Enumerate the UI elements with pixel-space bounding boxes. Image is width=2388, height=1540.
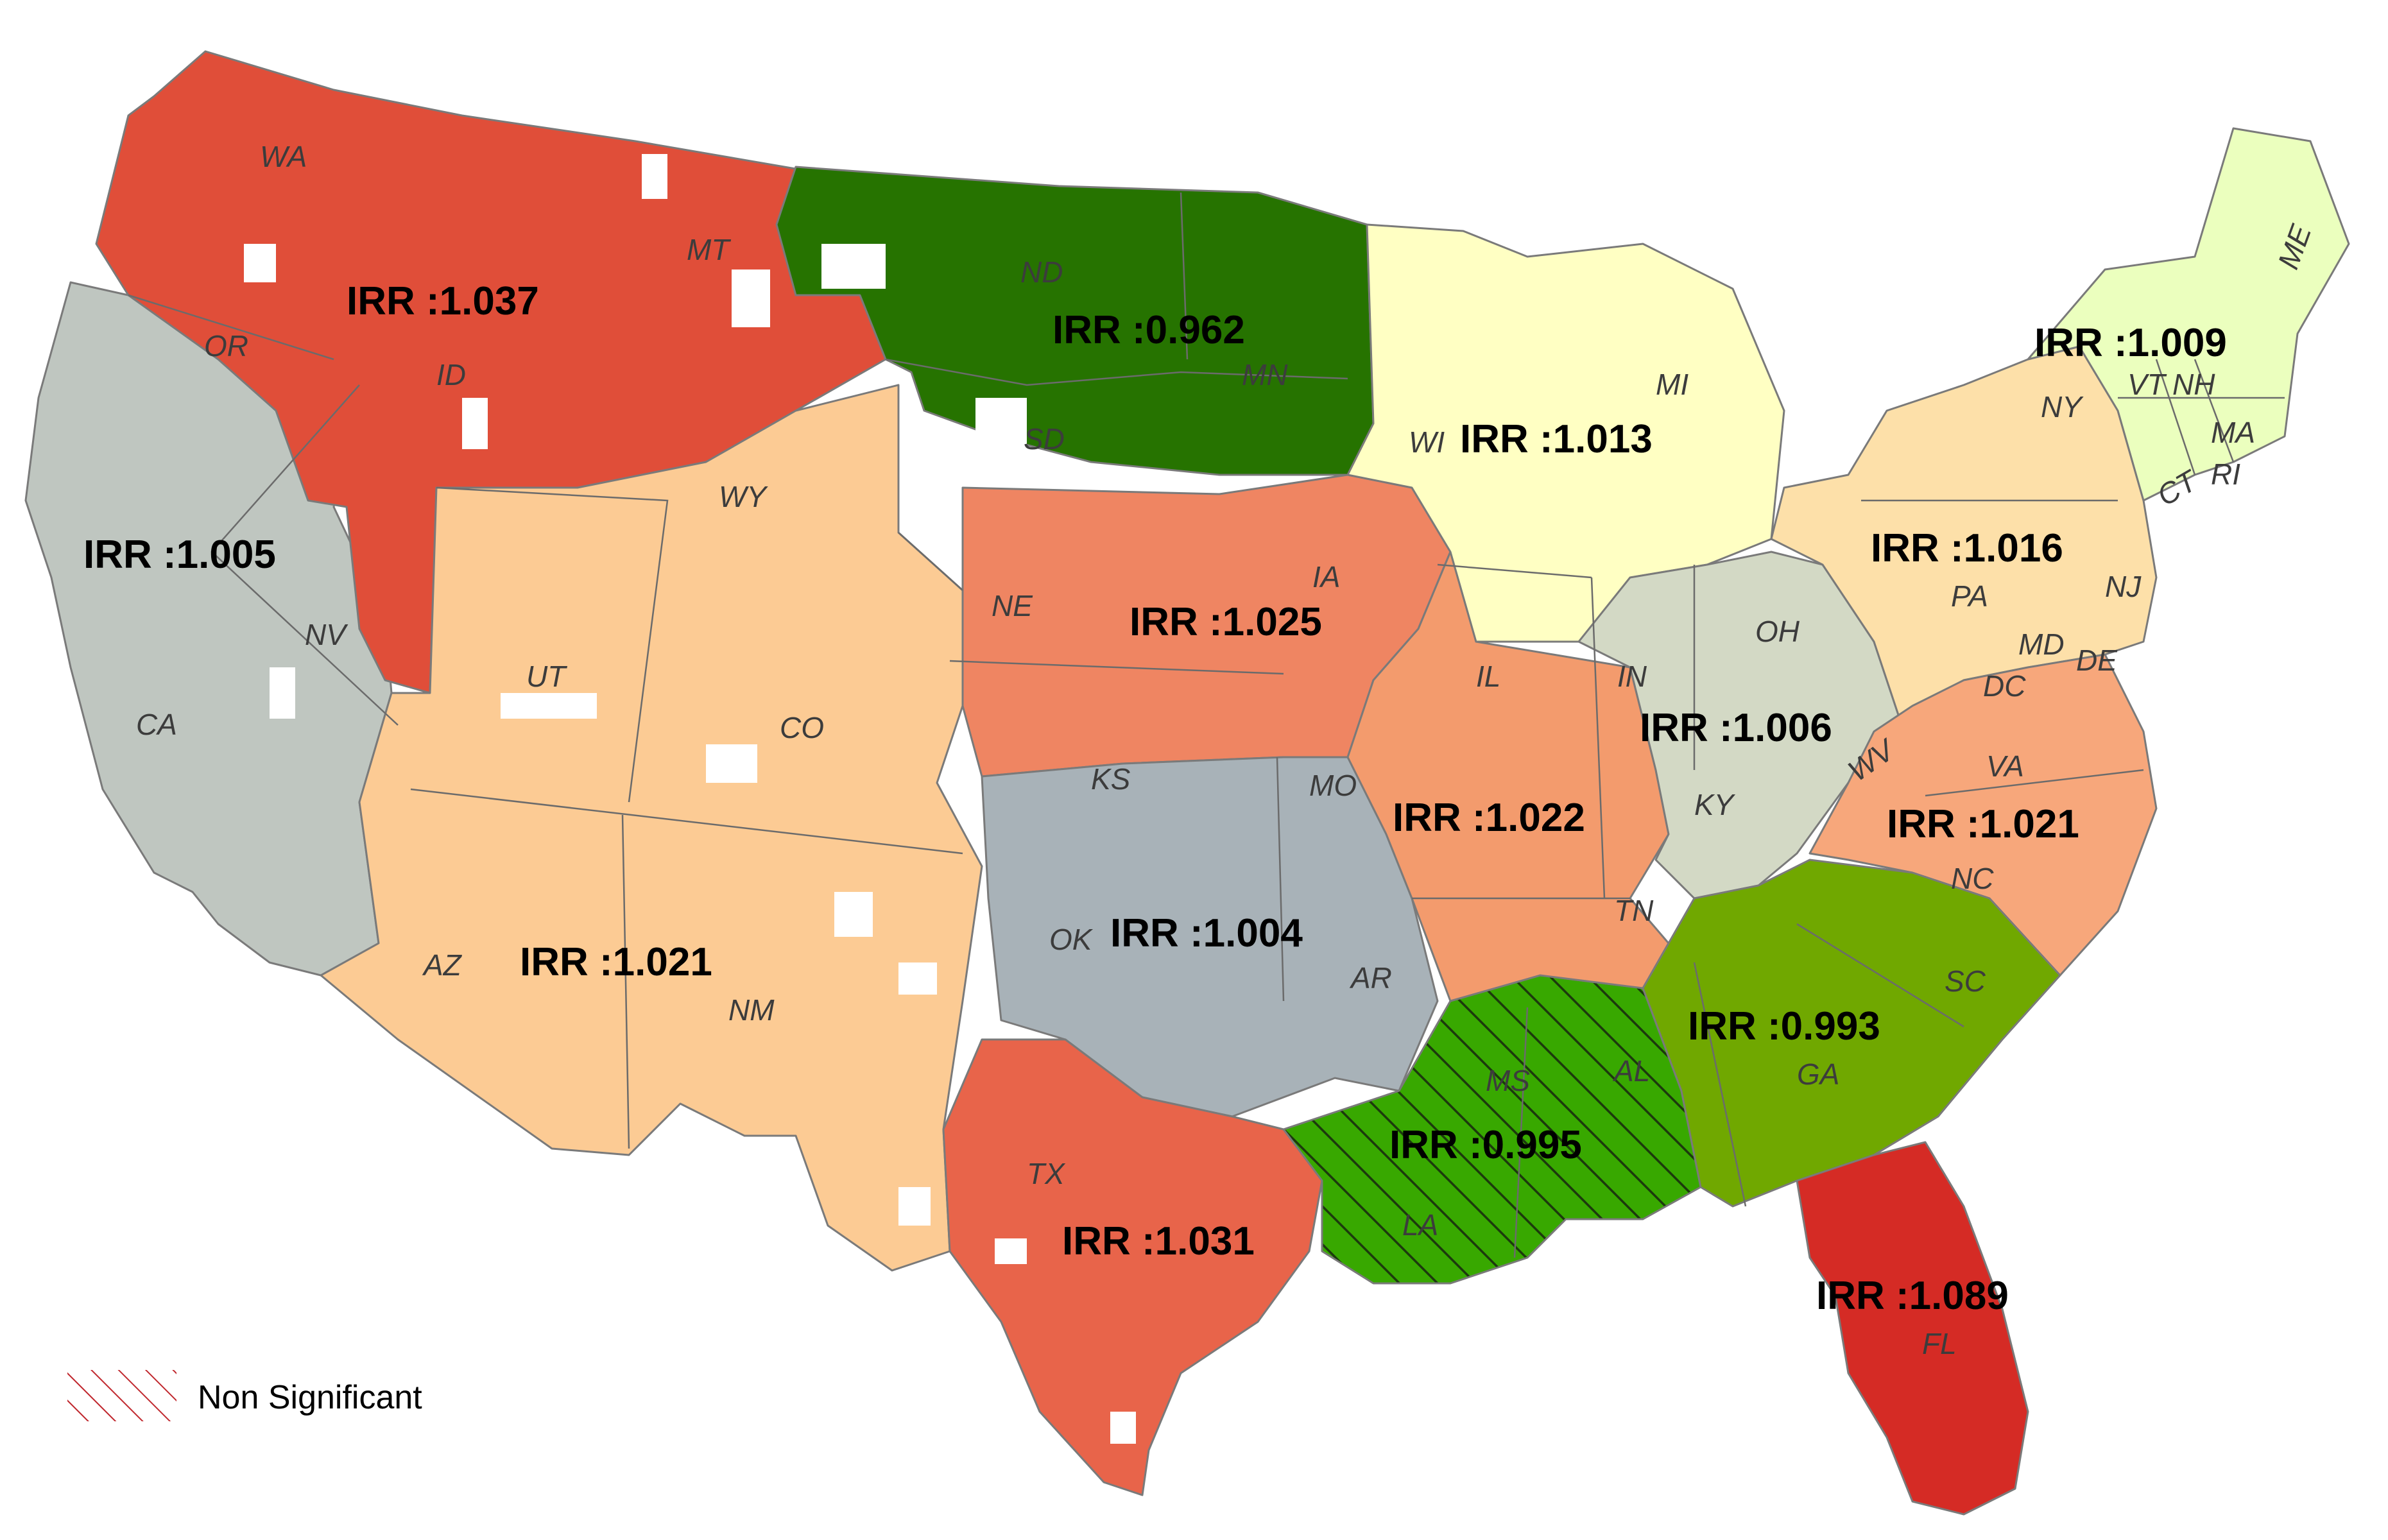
state-label-ma: MA	[2211, 416, 2255, 449]
region-florida	[1796, 1141, 2029, 1516]
state-label-fl: FL	[1922, 1327, 1957, 1360]
state-label-ca: CA	[136, 708, 177, 741]
state-label-ks: KS	[1091, 762, 1131, 796]
state-label-nm: NM	[728, 993, 775, 1027]
region-texas	[942, 1038, 1323, 1496]
irr-label-southwest: IRR :1.021	[520, 940, 712, 984]
missing-data-areas	[244, 154, 1136, 1444]
state-label-or: OR	[204, 329, 248, 363]
state-label-ri: RI	[2211, 458, 2240, 491]
state-label-nd: ND	[1020, 255, 1063, 289]
state-label-il: IL	[1476, 660, 1500, 693]
state-label-id: ID	[436, 358, 466, 391]
irr-label-west-north-central: IRR :0.962	[1052, 308, 1245, 352]
irr-label-plains: IRR :1.025	[1130, 600, 1322, 644]
irr-labels: IRR :1.037 IRR :0.962 IRR :1.013 IRR :1.…	[83, 279, 2227, 1318]
state-label-ne: NE	[992, 589, 1033, 622]
state-label-pa: PA	[1951, 579, 1988, 613]
state-label-wa: WA	[260, 140, 307, 173]
state-label-oh: OH	[1755, 615, 1800, 648]
irr-label-south-central: IRR :1.004	[1110, 911, 1303, 955]
region-northeast	[2027, 127, 2350, 502]
state-label-tn: TN	[1614, 894, 1654, 927]
state-label-la: LA	[1402, 1208, 1438, 1242]
state-label-ia: IA	[1312, 560, 1340, 594]
legend-hatch-swatch	[67, 1370, 176, 1421]
state-label-al: AL	[1612, 1054, 1650, 1088]
state-label-nh: NH	[2172, 368, 2215, 401]
irr-label-texas: IRR :1.031	[1062, 1219, 1255, 1263]
state-label-mt: MT	[687, 233, 731, 266]
irr-label-florida: IRR :1.089	[1816, 1274, 2009, 1318]
irr-label-southeast: IRR :0.993	[1688, 1004, 1880, 1048]
state-label-ar: AR	[1349, 961, 1392, 995]
state-label-in: IN	[1617, 660, 1647, 693]
state-label-vt: VT	[2127, 368, 2167, 401]
state-label-de: DE	[2076, 644, 2118, 677]
irr-label-northeast: IRR :1.009	[2034, 321, 2227, 365]
state-label-nv: NV	[305, 618, 348, 651]
state-label-ky: KY	[1694, 788, 1736, 821]
region-southwest	[320, 384, 983, 1272]
state-label-wy: WY	[719, 480, 768, 513]
state-label-nc: NC	[1951, 862, 1994, 895]
state-label-sc: SC	[1945, 964, 1986, 998]
state-label-ny: NY	[2041, 390, 2084, 424]
state-label-dc: DC	[1983, 669, 2026, 703]
state-labels: WA OR CA NV ID MT WY UT CO AZ NM ND SD N…	[136, 140, 2318, 1360]
state-label-mo: MO	[1309, 769, 1357, 802]
state-label-wi: WI	[1409, 425, 1445, 459]
region-ohio-valley	[1577, 551, 1901, 900]
irr-label-northwest: IRR :1.037	[347, 279, 539, 323]
irr-label-midwest-south: IRR :1.022	[1393, 796, 1585, 840]
state-label-tx: TX	[1027, 1157, 1066, 1190]
state-label-nj: NJ	[2105, 570, 2142, 603]
legend: Non Significant	[67, 1370, 422, 1421]
region-mid-atlantic	[1770, 345, 2158, 720]
state-label-mi: MI	[1656, 368, 1688, 401]
state-label-ut: UT	[526, 660, 567, 693]
state-label-co: CO	[780, 711, 824, 744]
irr-label-deep-south: IRR :0.995	[1389, 1123, 1582, 1167]
region-southeast-atlantic	[1808, 653, 2158, 977]
state-label-mn: MN	[1242, 358, 1288, 391]
state-label-ga: GA	[1797, 1057, 1839, 1091]
state-label-az: AZ	[422, 948, 463, 982]
legend-label: Non Significant	[198, 1379, 422, 1416]
state-label-va: VA	[1986, 749, 2024, 783]
state-borders	[128, 192, 2285, 1258]
irr-label-ohio-valley: IRR :1.006	[1640, 706, 1832, 750]
irr-label-southeast-atlantic: IRR :1.021	[1887, 802, 2079, 846]
irr-label-east-north-central: IRR :1.013	[1460, 417, 1653, 461]
region-west-north-central	[775, 166, 1375, 476]
region-southeast	[1642, 859, 2061, 1208]
state-label-md: MD	[2018, 628, 2065, 661]
state-label-sd: SD	[1024, 422, 1065, 456]
irr-label-mid-atlantic: IRR :1.016	[1871, 526, 2063, 570]
state-label-ms: MS	[1486, 1064, 1530, 1097]
state-label-ok: OK	[1049, 923, 1094, 956]
irr-label-west: IRR :1.005	[83, 533, 276, 577]
